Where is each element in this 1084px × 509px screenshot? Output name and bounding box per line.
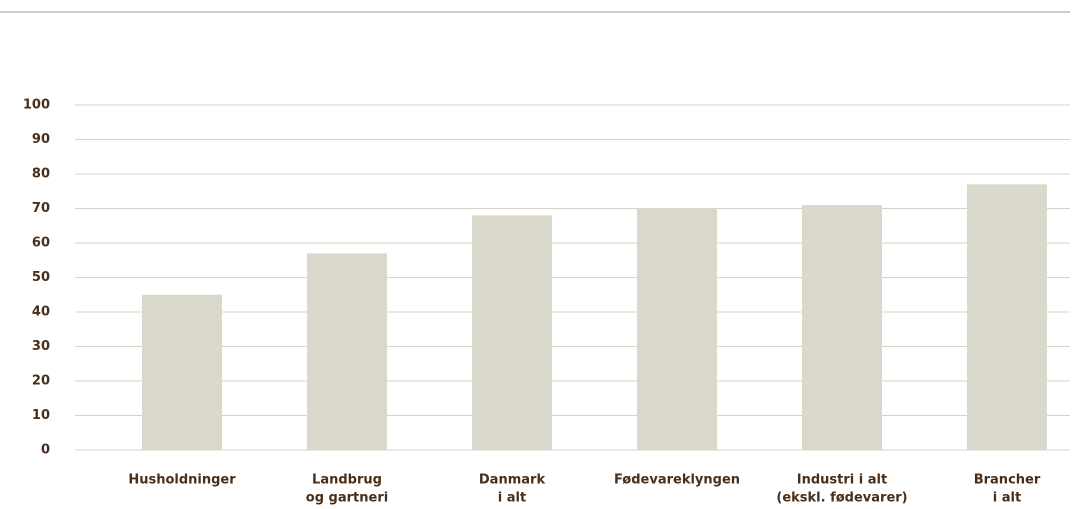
y-tick-label: 100 bbox=[23, 98, 50, 113]
x-tick-label: Fødevareklyngen bbox=[614, 473, 740, 488]
bar bbox=[967, 184, 1047, 450]
x-tick-label: Landbrug bbox=[312, 473, 382, 488]
x-tick-label: i alt bbox=[993, 491, 1021, 506]
y-tick-label: 90 bbox=[32, 132, 50, 147]
bar bbox=[142, 294, 222, 450]
y-tick-label: 80 bbox=[32, 167, 50, 182]
x-tick-label: Industri i alt bbox=[797, 473, 887, 488]
y-tick-label: 30 bbox=[32, 339, 50, 354]
x-tick-label: (ekskl. fødevarer) bbox=[776, 491, 907, 506]
x-tick-label: Danmark bbox=[479, 473, 546, 488]
y-tick-label: 60 bbox=[32, 236, 50, 251]
x-tick-label: og gartneri bbox=[306, 491, 388, 506]
bar bbox=[637, 208, 717, 450]
y-tick-label: 0 bbox=[41, 443, 50, 458]
y-tick-label: 50 bbox=[32, 270, 50, 285]
y-tick-label: 70 bbox=[32, 201, 50, 216]
x-tick-label: Husholdninger bbox=[128, 473, 236, 488]
bar bbox=[472, 215, 552, 450]
bar bbox=[307, 253, 387, 450]
x-tick-label: Brancher bbox=[974, 473, 1041, 488]
x-tick-label: i alt bbox=[498, 491, 526, 506]
y-tick-label: 10 bbox=[32, 408, 50, 423]
bar bbox=[802, 205, 882, 450]
y-tick-label: 40 bbox=[32, 305, 50, 320]
y-tick-label: 20 bbox=[32, 374, 50, 389]
